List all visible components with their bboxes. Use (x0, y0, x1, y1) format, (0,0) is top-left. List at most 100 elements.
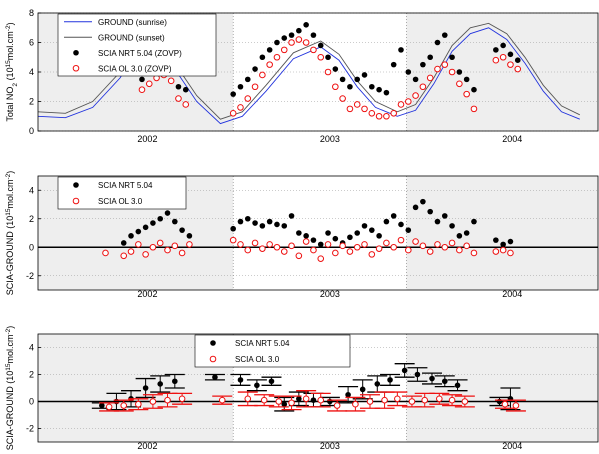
data-point (353, 243, 361, 251)
axes-frame (37, 333, 599, 443)
y-tick-label: 0 (29, 126, 34, 136)
data-point (463, 230, 470, 236)
x-tick-label: 2003 (320, 289, 340, 299)
data-point (434, 241, 441, 248)
legend-swatch (72, 197, 80, 205)
y-axis-label-part: SCIA-GROUND (10 (5, 371, 15, 451)
data-point (317, 255, 325, 262)
data-point (492, 56, 500, 64)
data-point (302, 395, 310, 403)
series-1 (120, 198, 514, 248)
data-point (347, 83, 353, 90)
data-point (237, 83, 244, 90)
data-point (288, 39, 295, 46)
legend-label: SCIA NRT 5.04 (235, 339, 290, 348)
data-point (259, 223, 266, 229)
legend-label: SCIA OL 3.0 (235, 355, 280, 364)
data-point (310, 237, 317, 243)
data-point (281, 223, 288, 229)
data-point (354, 76, 361, 83)
data-point (186, 241, 193, 248)
x-tick-label: 2004 (502, 134, 522, 144)
data-point (353, 101, 361, 108)
data-point (398, 221, 404, 228)
data-point (436, 395, 443, 403)
data-point (375, 245, 383, 252)
legend-label: SCIA NRT 5.04 (ZOVP) (98, 49, 182, 58)
data-point (429, 375, 435, 382)
y-tick-label: 2 (29, 370, 34, 380)
data-point (266, 218, 273, 225)
data-point (178, 395, 186, 403)
data-point (456, 80, 463, 88)
data-point (178, 249, 186, 257)
data-point (259, 71, 266, 79)
data-point (492, 248, 500, 255)
data-point (139, 76, 145, 83)
data-point (135, 400, 142, 408)
data-point (157, 215, 164, 222)
axes-frame (37, 175, 599, 291)
data-point (463, 242, 470, 250)
y-axis-label-part: Total NO (5, 87, 15, 122)
data-point (471, 86, 477, 93)
data-point (254, 382, 260, 389)
legend: GROUND (sunrise) GROUND (sunset) SCIA NRT … (57, 13, 217, 77)
series-4 (138, 36, 522, 120)
y-axis-label-part: 2 (12, 83, 19, 87)
legend-label: SCIA NRT 5.04 (98, 181, 153, 190)
data-point (244, 395, 252, 403)
y-tick-label: 4 (29, 185, 34, 195)
data-point (102, 249, 109, 257)
data-point (120, 252, 128, 260)
data-point (434, 218, 441, 225)
legend-swatch (209, 355, 217, 363)
data-point (456, 246, 463, 254)
data-point (230, 91, 236, 97)
y-axis-label-part: -2 (5, 173, 12, 179)
data-point (500, 42, 506, 49)
data-point (288, 399, 295, 407)
data-point (259, 245, 266, 252)
data-point (120, 402, 128, 409)
data-point (295, 36, 303, 43)
data-point (332, 66, 339, 72)
data-point (310, 246, 317, 254)
data-point (332, 249, 339, 257)
data-point (127, 248, 135, 255)
x-tick-label: 2004 (502, 289, 522, 299)
data-point (275, 398, 283, 405)
data-point (366, 398, 374, 405)
y-axis-label-part: -2 (5, 25, 12, 31)
data-point (310, 46, 317, 54)
data-point (303, 233, 309, 239)
data-point (368, 251, 376, 258)
data-point (408, 398, 416, 405)
data-point (449, 54, 455, 61)
legend-label: GROUND (sunrise) (98, 18, 167, 27)
y-tick-label: -2 (26, 271, 34, 281)
data-point (172, 218, 178, 225)
data-point (383, 112, 390, 120)
data-point (421, 396, 429, 404)
data-point (401, 367, 408, 374)
data-point (175, 83, 182, 90)
data-point (404, 246, 412, 254)
y-axis-label-part: 15 (5, 60, 12, 68)
data-point (324, 68, 332, 76)
data-point (463, 76, 470, 83)
legend-box (57, 176, 187, 210)
data-point (310, 32, 317, 38)
data-point (456, 233, 463, 239)
data-point (182, 86, 189, 93)
data-point (361, 223, 368, 229)
data-point (295, 252, 303, 260)
data-point (164, 396, 171, 404)
data-point (448, 68, 456, 76)
shaded-band (406, 176, 598, 290)
data-point (273, 53, 281, 61)
data-point (383, 89, 390, 96)
y-tick-label: 2 (29, 214, 34, 224)
y-axis-label: Total NO2 (1015mol.cm-2) (5, 22, 19, 121)
data-point (374, 381, 381, 387)
